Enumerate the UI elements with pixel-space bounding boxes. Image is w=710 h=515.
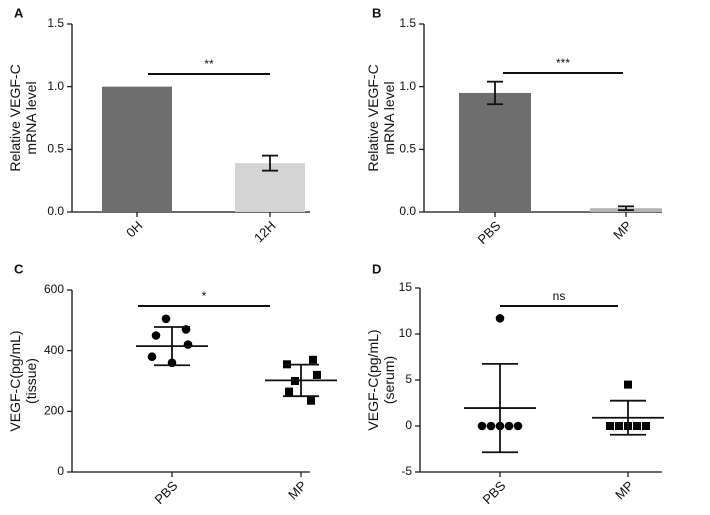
y-tick-label: 15 [399,280,413,294]
panel-b: B 0.0 0.5 1.0 1.5 Relative VEGF-CmRNA level PB… [365,5,662,247]
x-tick-label-pbs: PBS [480,478,509,507]
significance-label: ns [553,289,566,303]
y-axis-label-line: VEGF-C(pg/mL) [365,329,381,430]
y-tick-label: 1.5 [399,16,416,30]
y-tick-label: 0.5 [399,142,416,156]
x-tick-label-mp: MP [612,478,636,502]
x-tick-label-pbs: PBS [475,218,504,247]
panel-letter: C [14,261,24,276]
y-tick-label: 0.0 [47,204,64,218]
x-tick-label-mp: MP [610,218,634,242]
data-point-pbs [161,314,171,324]
panel-d: D -5 0 5 10 15 VEGF-C(pg/mL)(serum) PBS MP ns [365,261,664,507]
y-axis-label-line: (tissue) [23,358,39,404]
panel-letter: B [372,5,381,20]
y-tick-label: -5 [401,464,412,478]
bar-pbs [459,92,531,212]
y-axis-label-line: Relative VEGF-C [365,64,381,171]
data-point-pbs [486,421,496,431]
x-tick-label-pbs: PBS [152,478,181,507]
y-tick-label: 1.0 [47,79,64,93]
y-axis-label: VEGF-C(pg/mL)(serum) [365,329,397,430]
panel-c: C 0 200 400 600 VEGF-C(pg/mL)(tissue) PBS MP * [7,261,337,507]
x-tick-label-mp: MP [285,478,309,502]
y-tick-label: 0 [405,418,412,432]
data-point-mp [615,422,623,430]
data-point-pbs [151,331,161,340]
y-tick-label: 0.5 [47,142,64,156]
y-axis-label-line: Relative VEGF-C [7,64,23,171]
data-point-pbs [477,421,487,431]
data-point-pbs [495,314,505,323]
x-tick-label-12h: 12H [251,218,278,245]
data-point-pbs [147,352,157,362]
bar-0h [102,86,172,212]
significance-label: ** [204,57,214,71]
data-point-mp [633,422,641,430]
data-point-mp [313,370,321,379]
y-tick-label: 1.0 [399,79,416,93]
y-axis-label-line: mRNA level [23,81,39,154]
y-tick-label: 0.0 [399,204,416,218]
data-point-mp [307,396,315,405]
panel-letter: D [372,261,381,276]
data-point-mp [624,380,632,389]
data-point-mp [642,422,650,430]
data-point-mp [285,387,293,396]
y-tick-label: 1.5 [47,16,64,30]
y-axis-label-line: mRNA level [381,81,397,154]
data-point-pbs [513,421,523,431]
y-tick-label: 0 [57,464,64,478]
data-point-pbs [504,421,514,431]
y-tick-label: 200 [44,404,64,418]
panel-letter: A [14,5,24,20]
significance-label: * [202,289,207,303]
data-point-mp [309,355,317,364]
y-axis-label-line: VEGF-C(pg/mL) [7,330,23,431]
y-tick-label: 5 [405,372,412,386]
y-tick-label: 10 [399,326,413,340]
y-axis-label: Relative VEGF-CmRNA level [7,64,39,171]
y-axis-label: Relative VEGF-CmRNA level [365,64,397,171]
y-axis-label-line: (serum) [381,356,397,404]
data-point-mp [606,422,614,430]
y-tick-label: 400 [44,343,64,357]
y-axis-label: VEGF-C(pg/mL)(tissue) [7,330,39,431]
panel-a: A 0.0 0.5 1.0 1.5 Relative VEGF-CmRNA level 0H… [7,5,310,245]
y-tick-label: 600 [44,282,64,296]
data-point-pbs [183,340,193,349]
x-tick-label-0h: 0H [123,218,145,240]
significance-label: *** [556,56,570,70]
